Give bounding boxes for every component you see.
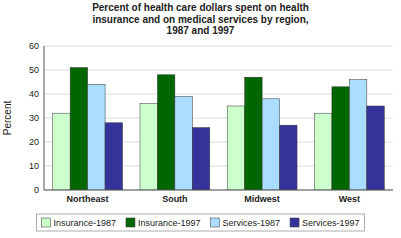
y-tick-label: 30 — [29, 113, 39, 123]
bars — [53, 68, 385, 190]
bar — [175, 96, 192, 190]
grid-line — [44, 190, 393, 191]
x-tick-label: South — [162, 194, 188, 204]
bar — [227, 106, 244, 190]
legend-label: Services-1997 — [302, 218, 360, 228]
bar — [140, 104, 157, 190]
legend-item: Services-1987 — [211, 218, 281, 228]
series — [88, 80, 367, 190]
legend-label: Insurance-1997 — [138, 218, 201, 228]
legend: Insurance-1987 Insurance-1997 Services-198… — [36, 214, 364, 231]
y-axis-label: Percent — [2, 101, 13, 136]
legend-label: Insurance-1987 — [53, 218, 116, 228]
bar — [314, 113, 331, 190]
grid-line — [44, 46, 393, 47]
bar — [88, 84, 105, 190]
y-tick-label: 20 — [29, 137, 39, 147]
x-tick-label: West — [339, 194, 360, 204]
bar — [245, 77, 262, 190]
y-tick-label: 60 — [29, 41, 39, 51]
y-axis: 0 10 20 30 40 50 60 — [29, 41, 39, 195]
x-axis-line — [44, 190, 393, 191]
series — [70, 68, 349, 190]
bar — [367, 106, 384, 190]
legend-frame — [36, 214, 364, 231]
legend-item: Services-1997 — [290, 218, 360, 228]
chart: Percent of health care dollars spent on … — [0, 0, 401, 238]
legend-label: Services-1987 — [223, 218, 281, 228]
y-tick-label: 0 — [34, 185, 39, 195]
bar — [105, 123, 122, 190]
bar — [332, 87, 349, 190]
legend-swatch — [211, 218, 220, 227]
title-line: Percent of health care dollars spent on … — [92, 2, 309, 13]
y-tick-label: 40 — [29, 89, 39, 99]
y-tick-label: 10 — [29, 161, 39, 171]
x-tick-label: Midwest — [244, 194, 280, 204]
grid — [44, 46, 393, 190]
y-axis-line — [44, 46, 45, 190]
x-axis: Northeast South Midwest West — [67, 194, 360, 204]
bar — [349, 80, 366, 190]
legend-swatch — [126, 218, 135, 227]
title: Percent of health care dollars spent on … — [92, 2, 309, 36]
legend-item: Insurance-1987 — [41, 218, 116, 228]
page: {"chart_data": {"type": "bar", "title": … — [0, 0, 401, 238]
title-line: insurance and on medical services by reg… — [92, 14, 308, 25]
legend-swatch — [290, 218, 299, 227]
bar — [262, 99, 279, 190]
bar — [53, 113, 70, 190]
bar — [280, 125, 297, 190]
bar — [157, 75, 174, 190]
grid-line — [44, 70, 393, 71]
legend-item: Insurance-1997 — [126, 218, 201, 228]
y-tick-label: 50 — [29, 65, 39, 75]
bar — [70, 68, 87, 190]
series — [105, 106, 384, 190]
title-line: 1987 and 1997 — [167, 25, 235, 36]
x-tick-label: Northeast — [67, 194, 109, 204]
bar — [192, 128, 209, 190]
legend-swatch — [41, 218, 50, 227]
